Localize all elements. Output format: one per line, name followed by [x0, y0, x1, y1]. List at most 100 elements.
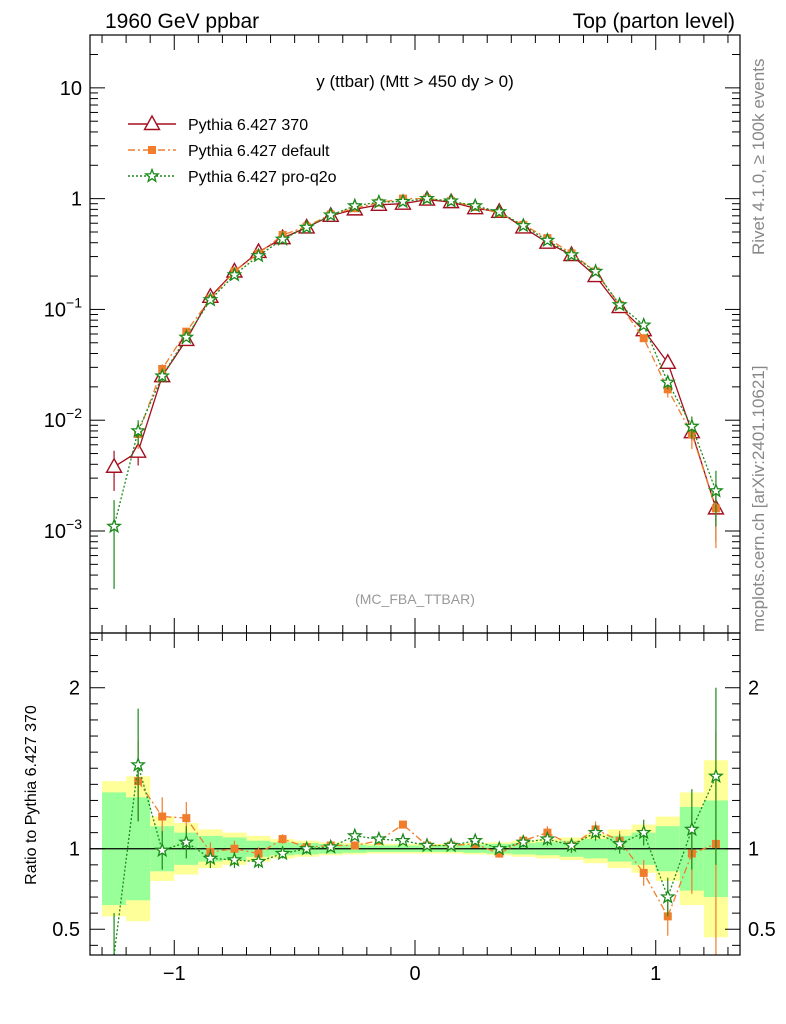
- legend-marker: [143, 114, 161, 131]
- data-point: [398, 820, 407, 829]
- series-1-square: [134, 194, 720, 549]
- data-point: [659, 888, 676, 904]
- data-point: [491, 840, 508, 856]
- ratio-y-tick-label: 0.5: [52, 919, 80, 941]
- ratio-ticks: [90, 633, 740, 955]
- data-point: [639, 334, 648, 343]
- header-right: Top (parton level): [573, 10, 735, 33]
- data-point: [350, 841, 359, 850]
- data-point: [298, 219, 315, 235]
- ratio-series-layer: [113, 687, 724, 956]
- analysis-label: (MC_FBA_TTBAR): [355, 591, 475, 607]
- data-point: [370, 193, 387, 209]
- data-point: [419, 837, 435, 853]
- data-point: [395, 832, 411, 848]
- data-point: [443, 837, 460, 853]
- legend: Pythia 6.427 370 Pythia 6.427 default Pyth…: [128, 114, 337, 186]
- data-point: [635, 824, 652, 840]
- ratio-y-tick-label-right: 0.5: [748, 919, 776, 941]
- series-1-star: [113, 687, 724, 956]
- series-line: [113, 197, 717, 527]
- data-point: [226, 266, 243, 282]
- series-line: [113, 764, 717, 956]
- legend-marker: [148, 146, 156, 154]
- main-panel: 10 1 10−1 10−2 10−3 y (ttbar) (Mtt > 450 dy …: [44, 34, 741, 634]
- data-point: [322, 206, 339, 222]
- data-point: [154, 367, 171, 383]
- data-point: [178, 833, 195, 850]
- legend-label: Pythia 6.427 default: [188, 143, 330, 160]
- rivet-version-label: Rivet 4.1.0, ≥ 100k events: [749, 59, 768, 255]
- ratio-y-tick-label-right: 1: [748, 839, 759, 861]
- data-point: [495, 849, 504, 858]
- data-point: [587, 263, 604, 279]
- data-point: [491, 203, 508, 219]
- data-point: [467, 832, 484, 848]
- data-point: [515, 833, 532, 850]
- data-point: [346, 197, 363, 213]
- data-point: [106, 518, 123, 534]
- main-ticks: [90, 34, 740, 633]
- data-point: [158, 812, 167, 821]
- series-2-star: [106, 190, 724, 589]
- data-point: [322, 838, 339, 854]
- data-point: [226, 851, 243, 867]
- data-point: [659, 373, 676, 390]
- data-point: [250, 853, 267, 869]
- data-point: [683, 820, 700, 837]
- data-point: [419, 190, 435, 206]
- ratio-y-tick-label-right: 2: [748, 678, 759, 700]
- plot-title: y (ttbar) (Mtt > 450 dy > 0): [316, 72, 513, 91]
- ratio-y-tick-label: 1: [69, 839, 80, 861]
- mcplots-label: mcplots.cern.ch [arXiv:2401.10621]: [749, 366, 768, 632]
- data-point: [539, 232, 556, 248]
- data-point: [230, 844, 239, 853]
- ratio-tick-labels: 2 2 1 1 0.5 0.5 −1 0 1: [52, 678, 776, 985]
- data-point: [443, 192, 460, 208]
- data-point: [250, 247, 267, 263]
- data-point: [182, 814, 191, 823]
- series-line: [137, 197, 717, 509]
- data-point: [587, 824, 604, 840]
- series-0-triangle: [105, 190, 725, 542]
- data-point: [707, 767, 724, 784]
- ratio-frame: [89, 632, 741, 956]
- ratio-y-axis-label: Ratio to Pythia 6.427 370: [23, 705, 40, 885]
- legend-marker: [144, 167, 160, 183]
- data-point: [563, 837, 580, 853]
- y-tick-label: 10−1: [44, 294, 82, 321]
- data-point: [563, 246, 580, 262]
- data-point: [274, 230, 291, 247]
- data-point: [639, 868, 648, 877]
- x-tick-label: −1: [163, 963, 186, 985]
- legend-label: Pythia 6.427 pro-q2o: [188, 169, 337, 186]
- y-tick-label: 10−2: [44, 405, 82, 432]
- y-tick-label: 1: [71, 189, 82, 211]
- data-point: [635, 316, 652, 333]
- main-y-tick-labels: 10 1 10−1 10−2 10−3: [44, 78, 82, 543]
- ratio-y-tick-label: 2: [69, 678, 80, 700]
- data-point: [611, 296, 628, 312]
- x-tick-label: 0: [409, 963, 420, 985]
- data-point: [278, 835, 287, 844]
- data-point: [105, 457, 123, 473]
- data-point: [202, 850, 219, 866]
- main-series-layer: [105, 190, 725, 589]
- data-point: [395, 193, 411, 209]
- data-point: [467, 197, 484, 213]
- data-point: [130, 422, 147, 438]
- y-tick-label: 10: [60, 78, 82, 100]
- data-point: [611, 835, 628, 851]
- data-point: [274, 845, 291, 861]
- legend-label: Pythia 6.427 370: [188, 117, 308, 134]
- data-point: [154, 842, 171, 858]
- header-left: 1960 GeV ppbar: [105, 10, 259, 33]
- x-tick-label: 1: [650, 963, 661, 985]
- data-point: [346, 827, 363, 843]
- data-point: [707, 482, 724, 498]
- data-point: [129, 442, 147, 458]
- data-point: [202, 291, 219, 307]
- y-tick-label: 10−3: [44, 516, 82, 543]
- data-point: [370, 830, 387, 846]
